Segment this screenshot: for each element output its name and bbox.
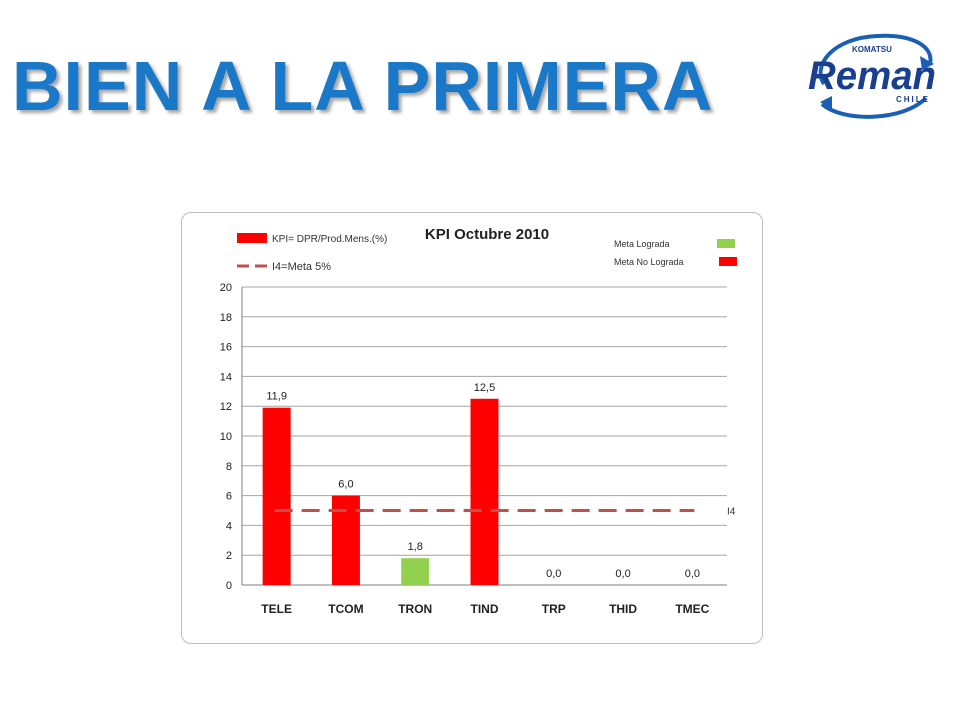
y-tick-label: 2 <box>226 550 232 562</box>
data-label: 0,0 <box>546 568 561 580</box>
bar-tele <box>262 407 291 585</box>
komatsu-reman-logo: KOMATSU Reman CHILE <box>808 33 936 119</box>
data-label: 1,8 <box>408 541 423 553</box>
chart-title: KPI Octubre 2010 <box>425 226 549 243</box>
x-tick-label: TIND <box>471 602 499 616</box>
data-label: 0,0 <box>685 568 700 580</box>
data-label: 6,0 <box>338 479 353 491</box>
data-label: 11,9 <box>266 391 287 403</box>
data-label: 12,5 <box>474 382 495 394</box>
chart-frame: KPI Octubre 2010 0 2 4 6 8 10 12 14 16 18 20 11,9 TE… <box>181 212 763 644</box>
x-tick-label: TCOM <box>328 602 363 616</box>
x-tick-label: TRP <box>542 602 566 616</box>
legend-swatch-lograda <box>717 239 735 248</box>
data-label: 0,0 <box>615 568 630 580</box>
logo-chile-text: CHILE <box>896 95 930 104</box>
legend-label-target: I4=Meta 5% <box>272 261 331 273</box>
legend-swatch-kpi <box>237 233 267 243</box>
legend-swatch-no-lograda <box>719 257 737 266</box>
x-tick-label: THID <box>609 602 637 616</box>
logo-reman-text: Reman <box>808 54 936 98</box>
x-tick-label: TRON <box>398 602 432 616</box>
legend-label-no-lograda: Meta No Lograda <box>614 257 684 267</box>
x-tick-label: TELE <box>261 602 292 616</box>
y-tick-label: 6 <box>226 491 232 503</box>
y-tick-label: 14 <box>220 371 232 383</box>
slide-title: BIEN A LA PRIMERA <box>12 47 714 125</box>
y-tick-label: 10 <box>220 431 232 443</box>
y-tick-label: 16 <box>220 342 232 354</box>
target-line-label: I4 <box>727 507 736 518</box>
x-tick-label: TMEC <box>675 602 709 616</box>
y-tick-label: 12 <box>220 401 232 413</box>
y-tick-label: 20 <box>220 282 232 294</box>
legend-label-lograda: Meta Lograda <box>614 239 670 249</box>
logo-komatsu-text: KOMATSU <box>852 45 892 54</box>
kpi-bar-chart: KPI Octubre 2010 0 2 4 6 8 10 12 14 16 18 20 11,9 TE… <box>220 226 737 616</box>
bar-tron <box>401 558 430 585</box>
y-tick-label: 8 <box>226 461 232 473</box>
bar-tind <box>470 398 499 585</box>
y-tick-label: 18 <box>220 312 232 324</box>
legend-label-kpi: KPI= DPR/Prod.Mens.(%) <box>272 234 387 245</box>
y-tick-label: 0 <box>226 580 232 592</box>
y-tick-label: 4 <box>226 520 232 532</box>
